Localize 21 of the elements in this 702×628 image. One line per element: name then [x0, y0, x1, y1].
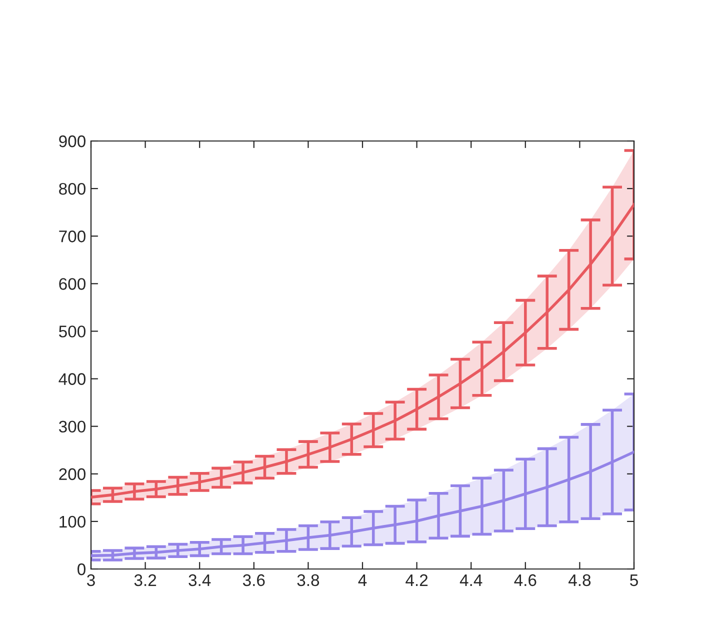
x-tick-label: 4.4 — [460, 574, 482, 586]
x-tick-label: 4 — [358, 574, 367, 586]
x-tick-label: 3.6 — [242, 574, 265, 586]
y-tick-label: 800 — [59, 182, 86, 195]
y-tick-label: 400 — [58, 373, 86, 385]
x-tick-label: 3.8 — [297, 574, 320, 586]
x-tick-label: 5 — [630, 574, 638, 586]
x-tick-label: 4.2 — [406, 574, 428, 586]
x-tick-label: 3.2 — [134, 574, 156, 586]
y-tick-label: 300 — [58, 420, 86, 433]
x-tick-label: 4.6 — [514, 574, 536, 586]
y-tick-label: 600 — [59, 278, 86, 290]
y-tick-label: 100 — [60, 516, 86, 528]
y-tick-label: 900 — [59, 135, 86, 148]
x-tick-label: 3.4 — [188, 574, 211, 586]
y-tick-label: 500 — [59, 326, 86, 338]
y-tick-label: 700 — [59, 230, 86, 242]
y-tick-label: 0 — [78, 563, 86, 576]
x-tick-label: 3 — [87, 574, 95, 586]
y-tick-label: 200 — [59, 468, 86, 480]
x-tick-label: 4.8 — [568, 574, 591, 586]
